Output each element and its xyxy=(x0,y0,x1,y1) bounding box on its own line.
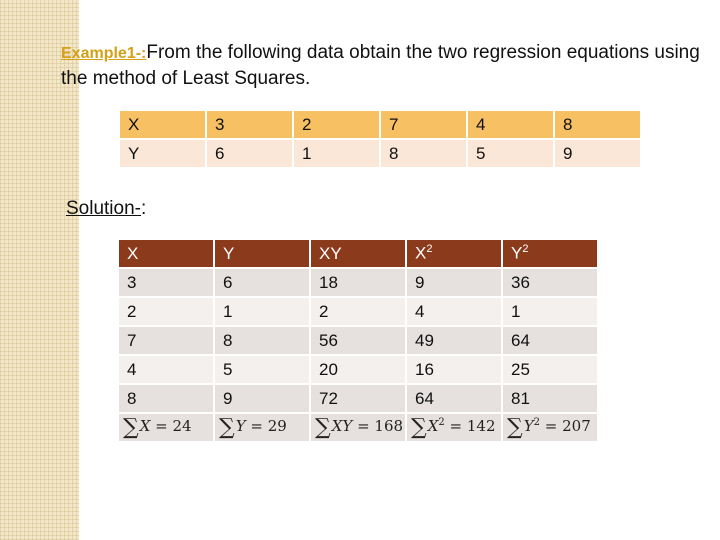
sum-variable: X xyxy=(139,417,151,435)
sum-cell: ∑X2 = 142 xyxy=(407,414,501,441)
table-cell: 72 xyxy=(311,385,405,412)
column-header: Y2 xyxy=(503,240,597,267)
table-cell: 1 xyxy=(294,140,379,167)
data-table: X 3 2 7 4 8 Y 6 1 8 5 9 xyxy=(118,109,642,169)
sum-variable: XY xyxy=(331,417,353,435)
sum-variable: X xyxy=(427,417,439,435)
sum-value: = 207 xyxy=(540,417,591,435)
table-header-row: X Y XY X2 Y2 xyxy=(119,240,597,267)
table-row: 8 9 72 64 81 xyxy=(119,385,597,412)
header-text: X xyxy=(127,243,139,263)
table-row-x: X 3 2 7 4 8 xyxy=(120,111,640,138)
sum-variable: Y xyxy=(523,417,534,435)
table-cell: 3 xyxy=(119,269,213,296)
sigma-symbol: ∑ xyxy=(411,415,427,440)
table-cell: 9 xyxy=(215,385,309,412)
table-cell: 64 xyxy=(407,385,501,412)
table-cell: 6 xyxy=(215,269,309,296)
sum-cell: ∑X = 24 xyxy=(119,414,213,441)
table-cell: 2 xyxy=(119,298,213,325)
sigma-symbol: ∑ xyxy=(315,415,331,440)
table-cell: 4 xyxy=(407,298,501,325)
column-header: XY xyxy=(311,240,405,267)
table-cell: 5 xyxy=(468,140,553,167)
column-header: Y xyxy=(215,240,309,267)
sum-cell: ∑XY = 168 xyxy=(311,414,405,441)
table-cell: 20 xyxy=(311,356,405,383)
table-row-y: Y 6 1 8 5 9 xyxy=(120,140,640,167)
sum-value: = 142 xyxy=(444,417,496,435)
sum-cell: ∑Y = 29 xyxy=(215,414,309,441)
example-label: Example1-: xyxy=(61,45,147,62)
table-cell: 6 xyxy=(207,140,292,167)
table-cell: 8 xyxy=(555,111,640,138)
table-cell: 4 xyxy=(468,111,553,138)
column-header: X2 xyxy=(407,240,501,267)
sum-row: ∑X = 24 ∑Y = 29 ∑XY = 168 ∑X2 = 142 ∑Y2 … xyxy=(119,414,597,441)
sum-superscript: 2 xyxy=(438,417,445,428)
calculation-table: X Y XY X2 Y2 3 6 18 9 36 2 1 2 4 1 7 8 5… xyxy=(117,238,599,443)
header-superscript: 2 xyxy=(426,243,433,256)
table-cell: 9 xyxy=(407,269,501,296)
sigma-symbol: ∑ xyxy=(123,415,139,440)
sum-value: = 168 xyxy=(352,417,404,435)
header-text: Y xyxy=(223,243,235,263)
table-cell: 64 xyxy=(503,327,597,354)
table-cell: 4 xyxy=(119,356,213,383)
table-cell: 36 xyxy=(503,269,597,296)
header-text: X xyxy=(415,243,427,263)
table-cell: 1 xyxy=(215,298,309,325)
table-cell: 25 xyxy=(503,356,597,383)
solution-label: Solution- xyxy=(66,198,141,219)
table-cell: 1 xyxy=(503,298,597,325)
table-cell: 8 xyxy=(119,385,213,412)
sum-variable: Y xyxy=(235,417,246,435)
solution-colon: : xyxy=(141,198,147,219)
table-cell: 2 xyxy=(294,111,379,138)
table-cell: X xyxy=(120,111,205,138)
table-row: 4 5 20 16 25 xyxy=(119,356,597,383)
table-cell: 8 xyxy=(215,327,309,354)
decorative-side-strip xyxy=(0,0,79,540)
table-cell: 81 xyxy=(503,385,597,412)
problem-heading: Example1-:From the following data obtain… xyxy=(61,40,701,91)
header-text: XY xyxy=(319,243,342,263)
table-cell: 7 xyxy=(381,111,466,138)
table-cell: 7 xyxy=(119,327,213,354)
sigma-symbol: ∑ xyxy=(219,415,235,440)
sum-cell: ∑Y2 = 207 xyxy=(503,414,597,441)
table-row: 2 1 2 4 1 xyxy=(119,298,597,325)
table-cell: 9 xyxy=(555,140,640,167)
sigma-symbol: ∑ xyxy=(507,415,523,440)
table-cell: 3 xyxy=(207,111,292,138)
problem-text: From the following data obtain the two r… xyxy=(61,42,700,89)
sum-value: = 29 xyxy=(245,417,287,435)
table-cell: 8 xyxy=(381,140,466,167)
table-cell: 18 xyxy=(311,269,405,296)
column-header: X xyxy=(119,240,213,267)
sum-value: = 24 xyxy=(150,417,192,435)
header-superscript: 2 xyxy=(522,243,529,256)
table-cell: 16 xyxy=(407,356,501,383)
table-cell: 56 xyxy=(311,327,405,354)
table-cell: 49 xyxy=(407,327,501,354)
header-text: Y xyxy=(511,243,523,263)
table-cell: 2 xyxy=(311,298,405,325)
table-cell: Y xyxy=(120,140,205,167)
table-cell: 5 xyxy=(215,356,309,383)
sum-superscript: 2 xyxy=(533,417,540,428)
solution-heading: Solution-: xyxy=(66,198,146,220)
table-row: 7 8 56 49 64 xyxy=(119,327,597,354)
table-row: 3 6 18 9 36 xyxy=(119,269,597,296)
